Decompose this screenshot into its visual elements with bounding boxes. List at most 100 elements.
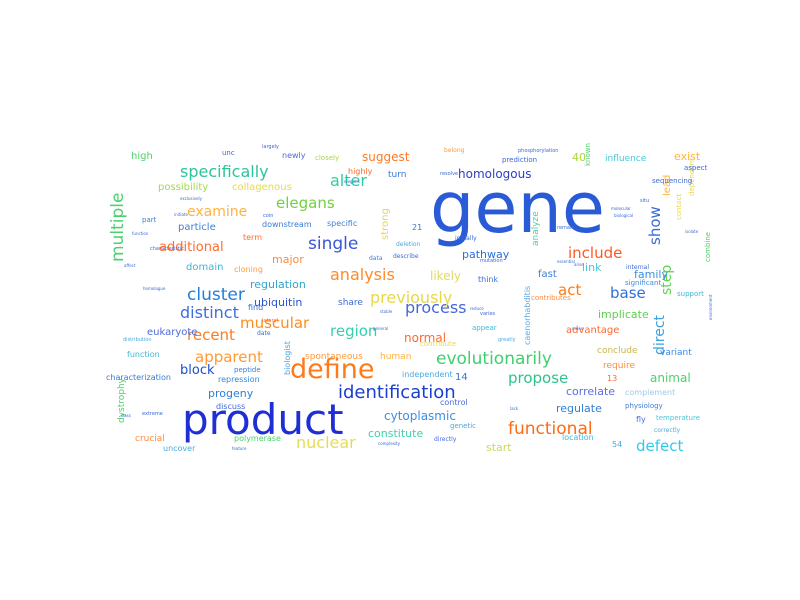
word-correctly: correctly: [654, 427, 681, 434]
word-pathway: pathway: [462, 248, 510, 261]
word-significant: significant: [625, 279, 661, 287]
word-greatly: greatly: [498, 337, 516, 343]
word-independent: independent: [402, 370, 453, 379]
word-part: part: [142, 216, 157, 224]
word-prediction: prediction: [502, 156, 537, 164]
word-describe: describe: [393, 253, 419, 260]
word-phosphorylation: phosphorylation: [518, 148, 558, 154]
word-environment: environment: [708, 294, 713, 320]
word-dependent: dependent: [688, 158, 696, 196]
word-feature: feature: [232, 446, 247, 451]
word-contact: contact: [675, 194, 683, 220]
word-strong: strong: [380, 208, 391, 240]
word-find: find: [248, 303, 263, 312]
word-advantage: advantage: [566, 325, 619, 336]
word-control: control: [440, 398, 468, 407]
word-combine: combine: [704, 232, 712, 262]
word-cytoplasmic: cytoplasmic: [384, 409, 456, 423]
word-family: family: [634, 268, 668, 281]
word-closely: closely: [315, 154, 339, 162]
word-sequencing: sequencing: [652, 177, 692, 185]
word-internal: internal: [626, 264, 649, 271]
word-class: class: [121, 413, 131, 418]
word-cluster: cluster: [187, 285, 245, 305]
word-correlate: correlate: [566, 385, 615, 398]
word-include: include: [568, 244, 622, 262]
word-date: date: [257, 330, 271, 337]
word-highly: highly: [348, 167, 373, 176]
word-general: general: [373, 326, 388, 331]
word-nuclear: nuclear: [296, 433, 356, 452]
word-lack: lack: [510, 406, 519, 411]
word-newly: newly: [282, 151, 306, 160]
word-gene: gene: [430, 167, 605, 249]
word-evolutionarily: evolutionarily: [436, 349, 552, 369]
word-resolve: resolve: [440, 171, 458, 177]
word-product: product: [182, 395, 344, 444]
word-examine: examine: [187, 204, 247, 220]
word-peptide: peptide: [234, 366, 261, 374]
word-complement: complement: [625, 388, 675, 397]
word-domain: domain: [186, 262, 223, 273]
word-reduce: reduce: [470, 306, 484, 311]
word-normal: normal: [404, 331, 446, 345]
word-14: 14: [455, 372, 468, 383]
word-homologous: homologous: [458, 167, 531, 181]
word-caenorhabditis: caenorhabditis: [523, 286, 532, 345]
word-ubiquitin: ubiquitin: [254, 296, 302, 309]
word-characteristic: characteristic: [150, 246, 184, 252]
word-deletion: deletion: [396, 241, 421, 248]
word-biological: biological: [614, 213, 633, 218]
word-affect: affect: [124, 263, 136, 268]
word-extreme: extreme: [142, 411, 163, 417]
word-functional: functional: [508, 419, 593, 439]
word-initiate: initiate: [174, 212, 188, 217]
word-data: data: [369, 255, 383, 262]
word-mutation: mutation: [480, 258, 503, 264]
word-additional: additional: [159, 240, 224, 255]
word-collagenous: collagenous: [232, 182, 292, 193]
word-homologue: homologue: [143, 286, 166, 291]
word-think: think: [478, 275, 499, 284]
word-muscular: muscular: [240, 314, 310, 332]
word-major: major: [272, 253, 304, 266]
word-fast: fast: [538, 269, 557, 280]
word-lateral: lateral: [262, 318, 278, 324]
word-alter: alter: [330, 171, 367, 190]
word-likely: likely: [430, 269, 461, 283]
word-single: single: [308, 234, 358, 254]
word-biologist: biologist: [283, 341, 292, 375]
word-elegans: elegans: [344, 179, 360, 184]
word-largely: largely: [262, 144, 279, 150]
word-multiple: multiple: [108, 193, 128, 262]
word-recent: recent: [187, 326, 235, 344]
word-analyze: analyze: [531, 211, 541, 246]
word-crucial: crucial: [135, 434, 165, 444]
word-possibility: possibility: [158, 182, 208, 193]
word-function: function: [127, 350, 160, 359]
word-define: define: [290, 354, 374, 385]
word-uncover: uncover: [163, 444, 196, 453]
word-variant: variant: [660, 348, 692, 358]
word-genetic: genetic: [450, 422, 476, 430]
word-exclusively: exclusively: [180, 196, 203, 201]
word-temperature: temperature: [656, 414, 700, 422]
word-directly: directly: [434, 436, 457, 443]
word-suggest: suggest: [362, 150, 410, 164]
word-40: 40: [572, 151, 586, 164]
word-molecular: molecular: [611, 206, 631, 211]
word-elegans: elegans: [276, 194, 335, 212]
word-base: base: [610, 284, 646, 302]
word-exist: exist: [674, 150, 701, 163]
word-fly: fly: [636, 415, 646, 424]
word-eukaryote: eukaryote: [147, 327, 197, 338]
word-identification: identification: [338, 382, 456, 403]
word-step: step: [659, 265, 675, 295]
word-location: location: [562, 433, 594, 442]
word-specific: specific: [327, 219, 357, 228]
word-propose: propose: [508, 369, 568, 387]
word-situ: situ: [640, 198, 649, 204]
word-discuss: discuss: [216, 402, 245, 411]
word-aspect: aspect: [684, 164, 708, 172]
word-regulate: regulate: [556, 402, 602, 415]
